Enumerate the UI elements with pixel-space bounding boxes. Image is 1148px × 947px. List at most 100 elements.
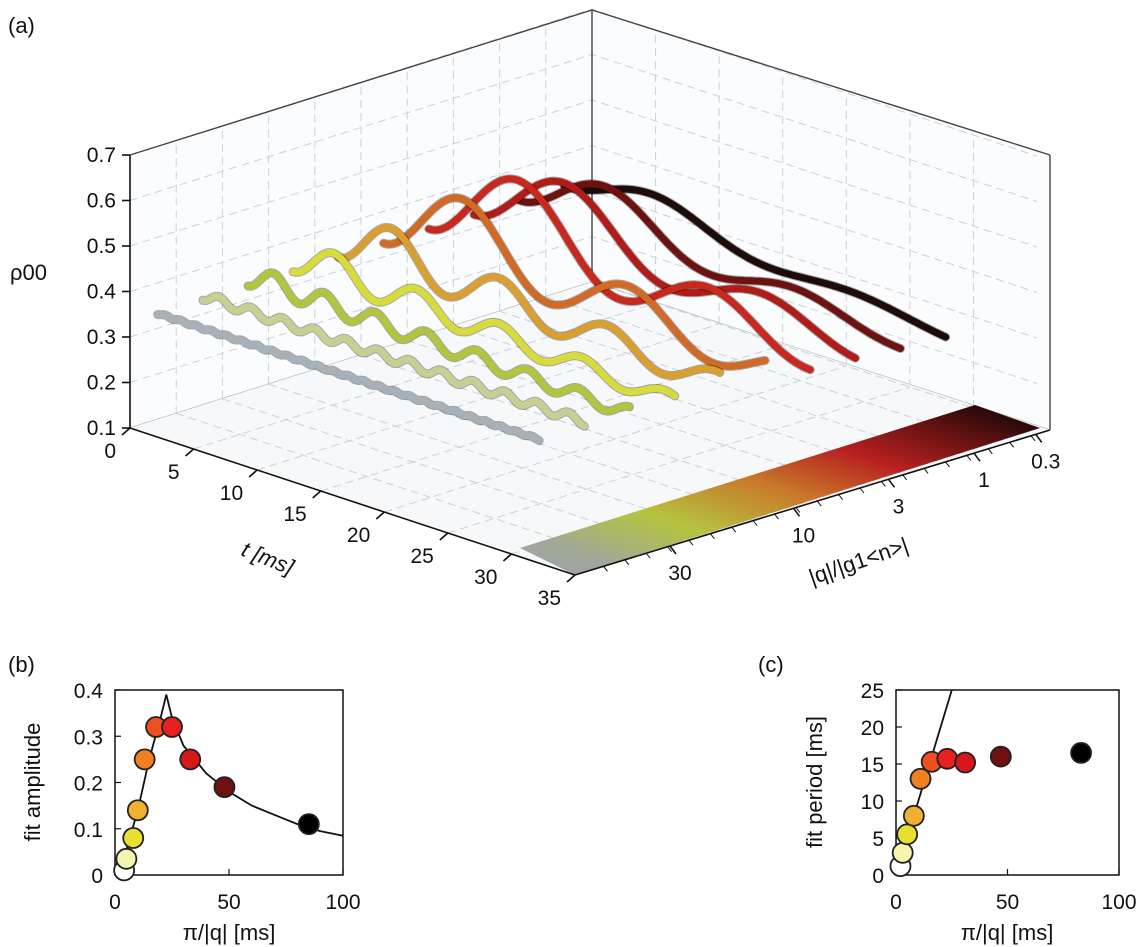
floor-gridline bbox=[384, 365, 847, 513]
z-minor-tick-a bbox=[774, 513, 779, 520]
x-tick-a bbox=[566, 574, 576, 583]
z-minor-tick-a bbox=[731, 526, 737, 533]
data-point-b bbox=[213, 776, 236, 799]
x-tick-a bbox=[439, 532, 449, 541]
back-walls bbox=[129, 8, 1051, 431]
panel-b: (b) 0 50 100 0 0.1 0.2 0.3 0.4 π/|q| [ms] fit a… bbox=[8, 652, 361, 945]
x-tick-label-a: 0 bbox=[104, 440, 116, 463]
panel-c: (c) 0 50 100 0 5 10 15 20 25 π/|q| [ms] fit peri… bbox=[758, 652, 1137, 945]
z-minor-tick-a bbox=[816, 500, 822, 507]
data-point-c bbox=[936, 747, 959, 770]
z-minor-tick-a bbox=[1030, 435, 1036, 442]
x-tick-a bbox=[248, 469, 258, 478]
y-ticks-a: 0.1 0.2 0.3 0.4 0.5 0.6 0.7 bbox=[87, 144, 130, 440]
data-point-c bbox=[896, 823, 919, 846]
data-point-c bbox=[989, 745, 1012, 768]
y-tick-label-a: 0.3 bbox=[87, 326, 116, 349]
x-tick-label-a: 30 bbox=[474, 566, 497, 589]
data-point-b bbox=[115, 847, 138, 870]
data-point-c bbox=[909, 767, 932, 790]
colorbar-strip bbox=[520, 405, 1040, 575]
z-minor-tick-a bbox=[838, 494, 844, 500]
panel-label-b: (b) bbox=[8, 652, 35, 677]
y-tick-label-a: 0.4 bbox=[87, 281, 117, 304]
y-tick-label-c: 25 bbox=[861, 680, 884, 703]
x-tick-a bbox=[185, 448, 195, 457]
y-axis-label-a: ρ00 bbox=[10, 260, 47, 285]
z-minor-tick-a bbox=[709, 533, 715, 539]
trace-line bbox=[515, 180, 904, 352]
z-tick-label-a: 1 bbox=[978, 469, 990, 492]
z-minor-tick-a bbox=[902, 474, 908, 481]
traces bbox=[153, 174, 951, 446]
trace-line bbox=[425, 175, 814, 374]
x-tick-a bbox=[375, 511, 385, 520]
data-point-b bbox=[161, 716, 183, 738]
z-minor-tick-a bbox=[1009, 442, 1015, 448]
data-point-b bbox=[133, 748, 156, 771]
z-tick-a bbox=[973, 452, 981, 462]
x-tick-label-b: 50 bbox=[217, 891, 240, 914]
x-axis-label-a: t [ms] bbox=[238, 536, 298, 580]
y-tick-label-a: 0.7 bbox=[87, 144, 116, 167]
y-tick-label-b: 0.4 bbox=[74, 680, 104, 703]
z-tick-a bbox=[887, 478, 896, 488]
x-tick-label-c: 50 bbox=[996, 891, 1019, 914]
y-tick-label-b: 0.1 bbox=[74, 819, 103, 842]
floor-gridline bbox=[176, 412, 622, 561]
data-point-b bbox=[297, 813, 320, 836]
x-tick-label-a: 20 bbox=[347, 524, 370, 547]
z-ticks-a: 30 10 3 1 0.3 bbox=[603, 433, 1060, 585]
floor-gridline bbox=[545, 296, 991, 445]
data-point-b bbox=[122, 827, 145, 849]
z-minor-tick-a bbox=[624, 559, 630, 566]
x-ticks-a: 0 5 10 15 20 25 30 35 bbox=[104, 427, 576, 610]
z-minor-tick-a bbox=[987, 448, 993, 455]
x-tick-label-a: 35 bbox=[538, 587, 561, 610]
z-tick-label-a: 30 bbox=[668, 562, 691, 585]
y-tick-label-b: 0.2 bbox=[74, 773, 103, 796]
z-minor-tick-a bbox=[688, 539, 694, 546]
x-tick-a bbox=[502, 553, 512, 562]
y-tick-label-c: 15 bbox=[861, 754, 884, 777]
z-minor-tick-a bbox=[795, 507, 801, 513]
trace-line bbox=[154, 311, 543, 445]
ticks-c: 0 50 100 0 5 10 15 20 25 bbox=[861, 680, 1137, 914]
y-tick-label-c: 20 bbox=[861, 717, 884, 740]
x-tick-label-b: 100 bbox=[325, 891, 360, 914]
panel-a: (a) 0.1 0.2 0.3 0.4 0 bbox=[8, 8, 1060, 610]
floor-gridline bbox=[222, 398, 668, 547]
ticks-b: 0 50 100 0 0.1 0.2 0.3 0.4 bbox=[74, 680, 361, 914]
trace-line bbox=[289, 249, 679, 400]
y-tick-label-a: 0.2 bbox=[87, 372, 116, 395]
points-c bbox=[889, 742, 1092, 878]
trace-line bbox=[244, 269, 633, 415]
z-minor-tick-a bbox=[923, 468, 929, 474]
z-tick-label-a: 0.3 bbox=[1031, 450, 1060, 473]
y-tick-label-a: 0.6 bbox=[87, 190, 116, 213]
x-tick-label-c: 100 bbox=[1101, 891, 1136, 914]
z-tick-label-a: 3 bbox=[893, 495, 905, 518]
x-axis-label-b: π/|q| [ms] bbox=[183, 920, 276, 945]
z-minor-tick-a bbox=[667, 546, 673, 553]
trace-line bbox=[334, 224, 724, 380]
y-tick-label-c: 5 bbox=[872, 828, 884, 851]
z-minor-tick-a bbox=[603, 565, 608, 572]
floor-gridline bbox=[591, 281, 1038, 430]
x-tick-a bbox=[121, 427, 131, 436]
x-axis-label-c: π/|q| [ms] bbox=[961, 920, 1054, 945]
y-tick-label-c: 10 bbox=[861, 791, 884, 814]
z-tick-label-a: 10 bbox=[792, 524, 815, 547]
data-point-b bbox=[179, 748, 202, 771]
data-point-c bbox=[1070, 742, 1092, 764]
points-b bbox=[113, 716, 320, 882]
z-tick-a bbox=[1035, 433, 1043, 443]
floor-gridline bbox=[268, 383, 714, 532]
z-minor-tick-a bbox=[645, 552, 651, 559]
trace-line bbox=[199, 292, 588, 430]
y-tick-label-b: 0.3 bbox=[74, 726, 103, 749]
z-tick-a bbox=[669, 545, 677, 555]
y-tick-label-c: 0 bbox=[872, 865, 884, 888]
floor-gridline bbox=[256, 323, 720, 471]
